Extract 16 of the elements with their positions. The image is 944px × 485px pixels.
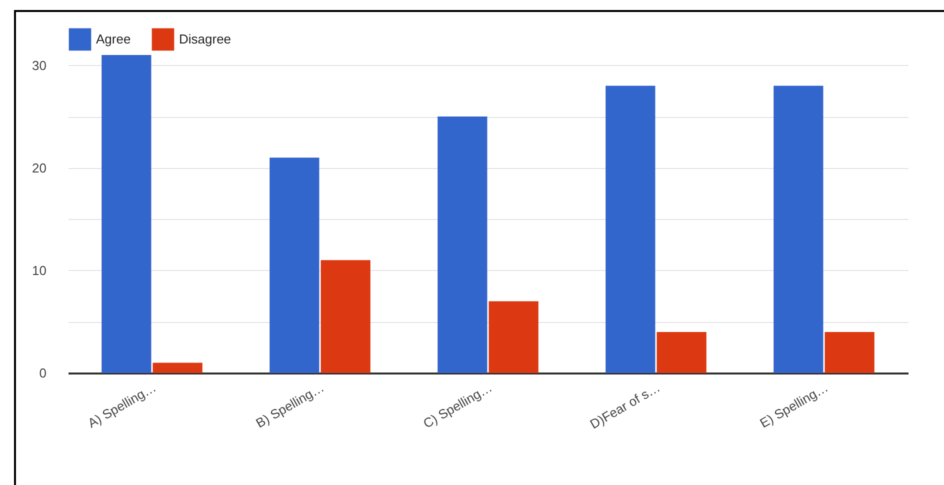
bar — [152, 362, 202, 373]
y-tick-label: 10 — [32, 262, 46, 278]
bar — [438, 116, 488, 373]
bar — [488, 301, 538, 373]
bar — [774, 86, 824, 373]
legend-label: Agree — [96, 31, 131, 46]
bar — [824, 332, 874, 373]
y-tick-label: 30 — [32, 58, 46, 73]
bar — [656, 332, 706, 373]
bar — [270, 158, 320, 373]
bar — [606, 86, 656, 373]
bar — [320, 260, 370, 373]
y-tick-label: 20 — [32, 160, 46, 176]
legend-label: Disagree — [179, 31, 232, 46]
y-tick-label: 0 — [39, 366, 46, 380]
bar — [102, 55, 152, 373]
